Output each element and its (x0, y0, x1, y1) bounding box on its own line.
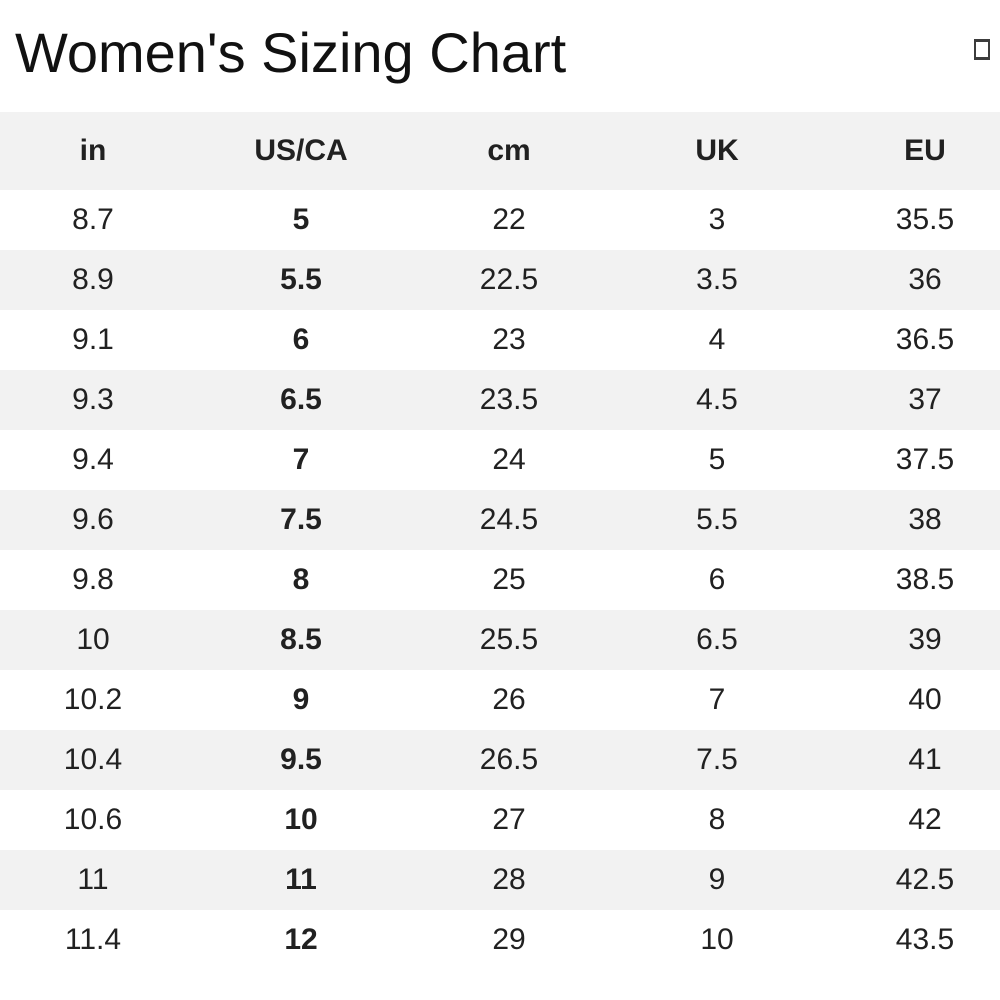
cell-cm: 23 (405, 310, 613, 370)
cell-cm: 25.5 (405, 610, 613, 670)
cell-eu: 40 (821, 670, 1000, 730)
cell-usca: 5.5 (197, 250, 405, 310)
cell-uk: 10 (613, 910, 821, 970)
cell-in: 10.4 (0, 730, 197, 790)
column-header-usca: US/CA (197, 112, 405, 190)
cell-cm: 27 (405, 790, 613, 850)
cell-uk: 8 (613, 790, 821, 850)
cell-uk: 7 (613, 670, 821, 730)
cell-eu: 37.5 (821, 430, 1000, 490)
cell-in: 10.6 (0, 790, 197, 850)
cell-usca: 10 (197, 790, 405, 850)
table-row: 8.7 5 22 3 35.5 (0, 190, 1000, 250)
sizing-table-body: 8.7 5 22 3 35.5 8.9 5.5 22.5 3.5 36 9.1 … (0, 190, 1000, 970)
cell-in: 9.4 (0, 430, 197, 490)
cell-usca: 6.5 (197, 370, 405, 430)
cell-cm: 29 (405, 910, 613, 970)
cell-cm: 23.5 (405, 370, 613, 430)
cell-eu: 39 (821, 610, 1000, 670)
cell-cm: 26 (405, 670, 613, 730)
cell-uk: 6 (613, 550, 821, 610)
cell-usca: 7.5 (197, 490, 405, 550)
cell-usca: 9.5 (197, 730, 405, 790)
cell-cm: 22 (405, 190, 613, 250)
cell-eu: 42 (821, 790, 1000, 850)
table-row: 9.8 8 25 6 38.5 (0, 550, 1000, 610)
table-row: 10 8.5 25.5 6.5 39 (0, 610, 1000, 670)
table-row: 11.4 12 29 10 43.5 (0, 910, 1000, 970)
table-row: 10.6 10 27 8 42 (0, 790, 1000, 850)
column-header-cm: cm (405, 112, 613, 190)
cell-uk: 6.5 (613, 610, 821, 670)
cell-uk: 4.5 (613, 370, 821, 430)
cell-usca: 8 (197, 550, 405, 610)
table-row: 9.4 7 24 5 37.5 (0, 430, 1000, 490)
table-row: 10.4 9.5 26.5 7.5 41 (0, 730, 1000, 790)
cell-uk: 9 (613, 850, 821, 910)
cell-in: 9.8 (0, 550, 197, 610)
column-header-in: in (0, 112, 197, 190)
cell-in: 9.1 (0, 310, 197, 370)
cell-uk: 3 (613, 190, 821, 250)
cell-uk: 3.5 (613, 250, 821, 310)
cell-cm: 22.5 (405, 250, 613, 310)
cell-in: 9.3 (0, 370, 197, 430)
cell-eu: 36.5 (821, 310, 1000, 370)
cell-uk: 5.5 (613, 490, 821, 550)
cell-in: 11 (0, 850, 197, 910)
cell-cm: 24 (405, 430, 613, 490)
cell-usca: 5 (197, 190, 405, 250)
cell-cm: 28 (405, 850, 613, 910)
table-row: 8.9 5.5 22.5 3.5 36 (0, 250, 1000, 310)
cell-cm: 25 (405, 550, 613, 610)
cell-eu: 35.5 (821, 190, 1000, 250)
cell-usca: 9 (197, 670, 405, 730)
sizing-table: in US/CA cm UK EU 8.7 5 22 3 35.5 8.9 5.… (0, 112, 1000, 970)
cell-eu: 37 (821, 370, 1000, 430)
table-row: 10.2 9 26 7 40 (0, 670, 1000, 730)
table-row: 9.3 6.5 23.5 4.5 37 (0, 370, 1000, 430)
cell-in: 10 (0, 610, 197, 670)
page-title: Women's Sizing Chart (15, 20, 567, 84)
cell-eu: 36 (821, 250, 1000, 310)
cell-usca: 11 (197, 850, 405, 910)
cell-eu: 41 (821, 730, 1000, 790)
cell-eu: 43.5 (821, 910, 1000, 970)
cell-in: 10.2 (0, 670, 197, 730)
cell-usca: 8.5 (197, 610, 405, 670)
column-header-uk: UK (613, 112, 821, 190)
cell-uk: 7.5 (613, 730, 821, 790)
page-header: Women's Sizing Chart (0, 0, 1000, 112)
missing-glyph-icon (974, 38, 990, 60)
cell-usca: 6 (197, 310, 405, 370)
cell-eu: 42.5 (821, 850, 1000, 910)
table-row: 9.6 7.5 24.5 5.5 38 (0, 490, 1000, 550)
column-header-eu: EU (821, 112, 1000, 190)
table-row: 9.1 6 23 4 36.5 (0, 310, 1000, 370)
header-row: in US/CA cm UK EU (0, 112, 1000, 190)
cell-cm: 24.5 (405, 490, 613, 550)
cell-usca: 12 (197, 910, 405, 970)
cell-eu: 38 (821, 490, 1000, 550)
cell-in: 11.4 (0, 910, 197, 970)
cell-cm: 26.5 (405, 730, 613, 790)
sizing-table-header: in US/CA cm UK EU (0, 112, 1000, 190)
cell-in: 8.9 (0, 250, 197, 310)
cell-uk: 4 (613, 310, 821, 370)
cell-in: 8.7 (0, 190, 197, 250)
cell-in: 9.6 (0, 490, 197, 550)
cell-eu: 38.5 (821, 550, 1000, 610)
table-row: 11 11 28 9 42.5 (0, 850, 1000, 910)
cell-usca: 7 (197, 430, 405, 490)
cell-uk: 5 (613, 430, 821, 490)
